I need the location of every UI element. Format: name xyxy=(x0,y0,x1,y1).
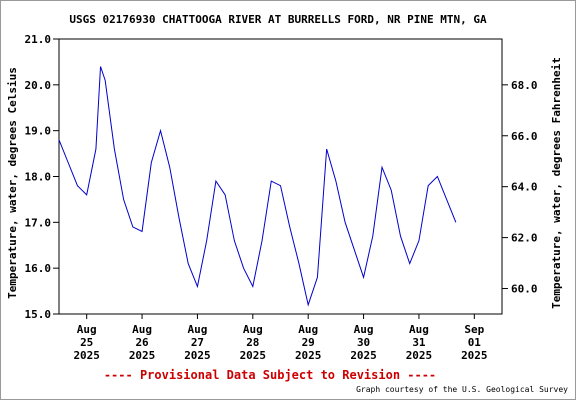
x-tick-label-day: 28 xyxy=(246,336,259,349)
y-axis-label-right: Temperature, water, degrees Fahrenheit xyxy=(550,57,563,309)
y-tick-label-left: 17.0 xyxy=(25,216,52,229)
x-tick-label-day: 31 xyxy=(412,336,426,349)
x-tick-label-year: 2025 xyxy=(73,349,100,362)
y-tick-label-left: 16.0 xyxy=(25,262,52,275)
credit-note: Graph courtesy of the U.S. Geological Su… xyxy=(356,385,568,394)
y-tick-label-left: 21.0 xyxy=(25,33,52,46)
y-axis-label-left: Temperature, water, degrees Celsius xyxy=(6,67,19,299)
y-axis-celsius: 21.0 20.0 19.0 18.0 17.0 16.0 15.0 xyxy=(25,33,59,321)
x-tick-label-month: Aug xyxy=(354,323,374,336)
y-tick-label-left: 15.0 xyxy=(25,308,52,321)
x-tick-label-year: 2025 xyxy=(350,349,377,362)
y-tick-label-left: 18.0 xyxy=(25,171,52,184)
x-tick-label-day: 25 xyxy=(80,336,93,349)
x-tick-label-day: 30 xyxy=(357,336,370,349)
series-line-water-temperature xyxy=(58,66,457,307)
x-tick-label-year: 2025 xyxy=(461,349,488,362)
provisional-notice: ---- Provisional Data Subject to Revisio… xyxy=(104,368,436,382)
plot-area xyxy=(58,38,503,315)
y-tick-label-left: 20.0 xyxy=(25,79,52,92)
y-tick-label-right: 64.0 xyxy=(511,181,538,194)
x-tick-label-year: 2025 xyxy=(295,349,322,362)
x-tick-label-month: Aug xyxy=(298,323,318,336)
x-axis-dates: Aug252025Aug262025Aug272025Aug282025Aug2… xyxy=(73,314,488,362)
x-tick-label-month: Aug xyxy=(188,323,208,336)
y-tick-label-right: 60.0 xyxy=(511,283,538,296)
x-tick-label-day: 26 xyxy=(135,336,149,349)
y-tick-label-left: 19.0 xyxy=(25,125,52,138)
x-tick-label-year: 2025 xyxy=(129,349,156,362)
y-tick-label-right: 62.0 xyxy=(511,232,538,245)
y-tick-label-right: 66.0 xyxy=(511,130,538,143)
y-axis-fahrenheit: 68.0 66.0 64.0 62.0 60.0 xyxy=(502,79,538,296)
x-tick-label-year: 2025 xyxy=(184,349,211,362)
x-tick-label-day: 01 xyxy=(468,336,482,349)
y-tick-label-right: 68.0 xyxy=(511,79,538,92)
x-tick-label-month: Aug xyxy=(409,323,429,336)
x-tick-label-year: 2025 xyxy=(240,349,267,362)
x-tick-label-month: Sep xyxy=(464,323,484,336)
x-tick-label-month: Aug xyxy=(243,323,263,336)
x-tick-label-day: 27 xyxy=(191,336,204,349)
x-tick-label-month: Aug xyxy=(77,323,97,336)
x-tick-label-day: 29 xyxy=(302,336,315,349)
x-tick-label-month: Aug xyxy=(132,323,152,336)
chart-title: USGS 02176930 CHATTOOGA RIVER AT BURRELL… xyxy=(69,13,487,26)
x-tick-label-year: 2025 xyxy=(406,349,433,362)
